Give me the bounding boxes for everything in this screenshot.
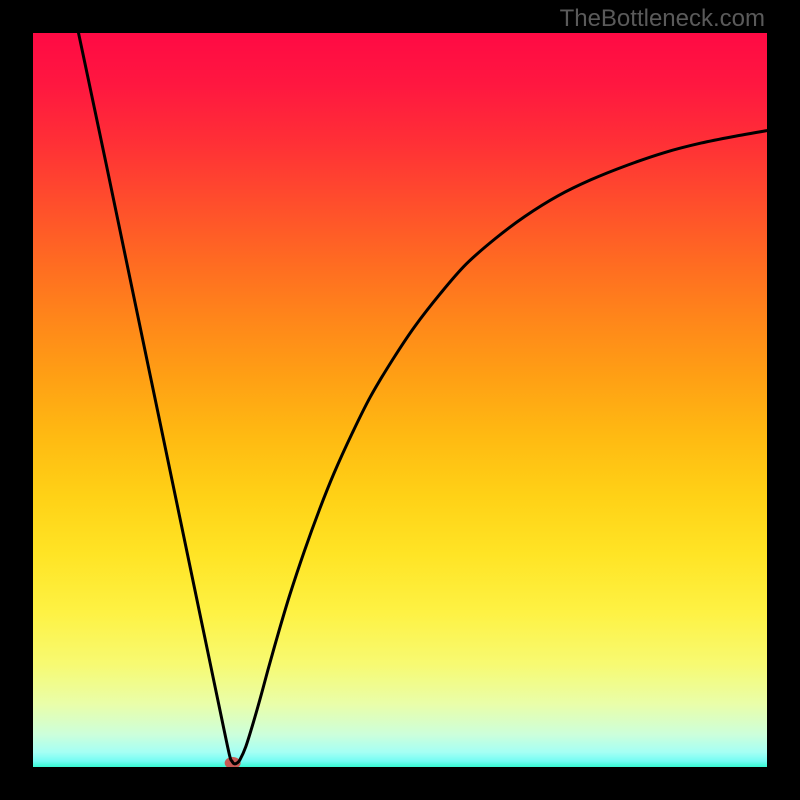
bottleneck-curve [79,33,767,764]
curve-layer [33,33,767,767]
plot-area [33,33,767,767]
bottleneck-chart: TheBottleneck.com [0,0,800,800]
watermark-text: TheBottleneck.com [560,5,765,33]
